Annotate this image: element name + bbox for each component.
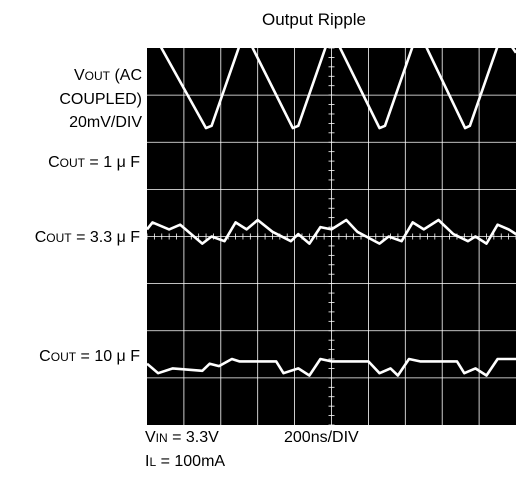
trace-label-1uf: COUT = 1 μ F	[48, 154, 140, 171]
time-scale-label: 200ns/DIV	[284, 429, 359, 446]
oscilloscope-screen	[147, 48, 516, 425]
trace-label-10uf: COUT = 10 μ F	[39, 348, 140, 365]
vout-subscript: OUT	[84, 69, 110, 83]
vout-suffix: (AC	[110, 67, 142, 84]
trace-cout-1uf	[159, 48, 516, 130]
load-current-condition: IL = 100mA	[145, 453, 226, 470]
vout-scale: 20mV/DIV	[69, 114, 142, 131]
trace-cout-3-3uf	[147, 218, 516, 245]
trace-cout-10uf	[147, 357, 516, 377]
vout-prefix: V	[73, 67, 85, 84]
y-axis-label: VOUT (AC COUPLED) 20mV/DIV	[20, 64, 142, 134]
scope-traces	[147, 48, 516, 377]
vout-coupled: COUPLED)	[59, 91, 142, 108]
vin-condition: VIN = 3.3V	[145, 429, 219, 446]
chart-title: Output Ripple	[262, 10, 366, 29]
trace-label-3-3uf: COUT = 3.3 μ F	[34, 229, 140, 246]
